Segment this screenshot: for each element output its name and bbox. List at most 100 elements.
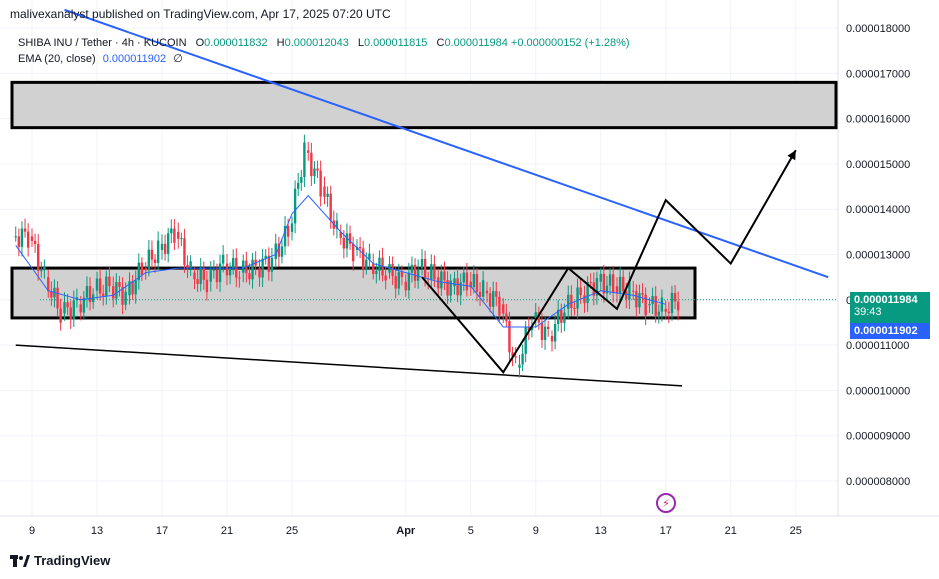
- candle-body: [163, 243, 167, 254]
- candle-body: [579, 287, 582, 296]
- candle-body: [481, 280, 485, 297]
- zones: [10, 80, 838, 320]
- legend-close-label: C: [436, 37, 445, 49]
- candle-body: [378, 257, 381, 271]
- candle-body: [375, 270, 378, 274]
- candle-body: [673, 292, 677, 302]
- candle-body: [248, 273, 251, 280]
- candle-body: [550, 336, 554, 342]
- candle-body: [242, 260, 245, 273]
- candle-body: [404, 281, 407, 291]
- candle-body: [605, 285, 609, 294]
- candle-body: [589, 282, 592, 284]
- time-tick-label: 9: [29, 525, 35, 537]
- legend: SHIBA INU / Tether · 4h · KUCOIN O0.0000…: [18, 35, 630, 67]
- candle-body: [394, 276, 397, 289]
- legend-ema-label: EMA (20, close): [18, 53, 96, 65]
- price-tick-label: 0.000011000: [846, 340, 909, 352]
- legend-ema-row[interactable]: EMA (20, close) 0.000011902 ∅: [18, 51, 630, 67]
- last-price-value: 0.000011984: [854, 294, 918, 306]
- candle-body: [82, 297, 86, 313]
- projected-path-arrowhead: [787, 150, 796, 161]
- candle-body: [348, 233, 352, 244]
- candle-body: [112, 286, 115, 299]
- candle-body: [212, 269, 216, 271]
- candle-body: [365, 259, 368, 270]
- candle-body: [202, 267, 205, 280]
- candle-body: [657, 311, 660, 316]
- candle-body: [611, 274, 615, 293]
- candle-body: [570, 294, 573, 309]
- time-tick-label: Apr: [396, 525, 416, 537]
- candle-body: [339, 231, 342, 238]
- candle-body: [26, 231, 30, 248]
- candle-body: [37, 244, 40, 271]
- candle-body: [456, 278, 459, 296]
- candle-body: [225, 263, 229, 276]
- candle-body: [186, 264, 189, 269]
- price-tick-label: 0.000017000: [846, 68, 910, 80]
- candle-body: [440, 271, 443, 289]
- candle-body: [416, 269, 420, 281]
- time-tick-label: 17: [156, 525, 168, 537]
- candle-body: [66, 302, 69, 308]
- candle-body: [88, 286, 92, 303]
- candle-body: [527, 326, 530, 331]
- candle-body: [277, 243, 281, 257]
- time-tick-label: 21: [725, 525, 737, 537]
- drawings: [15, 8, 829, 387]
- candle-body: [651, 296, 654, 305]
- candle-body: [300, 177, 303, 183]
- candle-body: [602, 273, 606, 294]
- time-tick-label: 17: [660, 525, 672, 537]
- candle-body: [586, 282, 589, 304]
- candle-body: [488, 293, 492, 307]
- candle-body: [258, 268, 261, 278]
- candle-body: [167, 233, 170, 254]
- candle-body: [576, 287, 579, 309]
- candle-body: [430, 264, 433, 280]
- price-tick-label: 0.000014000: [846, 204, 910, 216]
- candle-body: [423, 258, 427, 279]
- candle-body: [635, 290, 638, 308]
- candle-body: [264, 255, 267, 259]
- candle-body: [221, 254, 225, 264]
- candle-body: [183, 238, 186, 265]
- legend-ema-value: 0.000011902: [102, 53, 167, 65]
- legend-high-label: H: [276, 37, 285, 49]
- time-tick-label: 25: [790, 525, 802, 537]
- candle-body: [530, 327, 534, 331]
- candle-body: [553, 324, 557, 342]
- flash-icon[interactable]: ⚡: [656, 493, 676, 513]
- candle-body: [543, 326, 547, 340]
- candle-body: [638, 293, 641, 308]
- candle-body: [654, 296, 657, 316]
- candle-body: [177, 231, 180, 239]
- candle-body: [465, 272, 469, 291]
- candle-body: [140, 262, 144, 275]
- candle-body: [573, 308, 576, 310]
- time-tick-label: 13: [91, 525, 103, 537]
- candle-body: [472, 273, 476, 288]
- candle-body: [297, 182, 300, 189]
- candle-body: [641, 293, 644, 295]
- tradingview-logo[interactable]: TradingView: [10, 553, 110, 568]
- candle-body: [23, 228, 27, 232]
- candle-body: [462, 272, 465, 283]
- candle-body: [270, 257, 274, 272]
- candle-body: [170, 228, 173, 234]
- last-price-tag: 0.000011984 39:43: [850, 292, 930, 324]
- legend-symbol[interactable]: SHIBA INU / Tether · 4h · KUCOIN: [18, 37, 187, 49]
- candle-body: [433, 264, 436, 280]
- candle-body: [156, 240, 160, 263]
- candle-body: [20, 228, 24, 247]
- resistance-zone: [10, 80, 838, 130]
- grid: [0, 0, 838, 516]
- candle-body: [173, 228, 176, 243]
- candle-body: [664, 308, 667, 312]
- candle-body: [215, 269, 219, 283]
- candle-body: [560, 309, 563, 323]
- candle-body: [660, 297, 664, 312]
- support-line: [15, 344, 683, 387]
